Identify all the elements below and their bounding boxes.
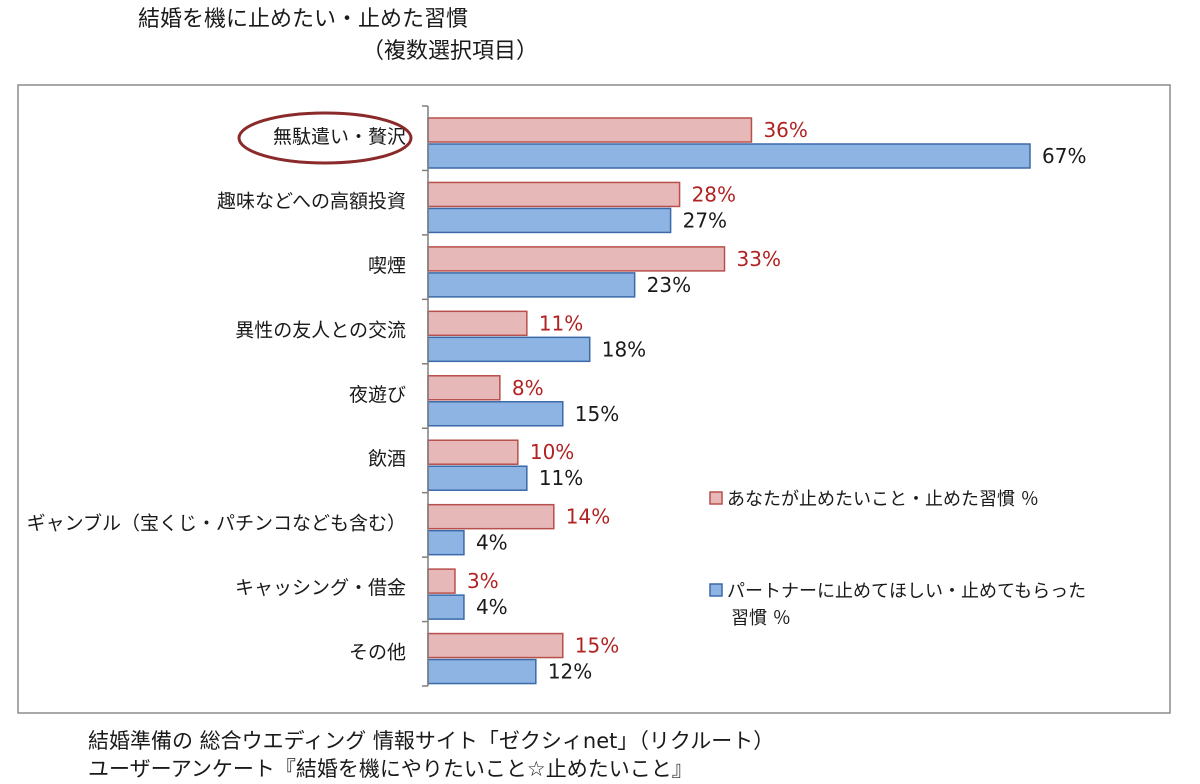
category-label: 喫煙	[368, 255, 406, 277]
category-label: その他	[349, 642, 406, 664]
bar-self	[427, 246, 726, 272]
category-label: 飲酒	[368, 448, 406, 470]
value-label-self: 3%	[467, 569, 499, 593]
bar-partner	[427, 272, 636, 298]
bar-partner	[427, 336, 591, 363]
bar-self	[427, 181, 681, 208]
bar-partner	[427, 207, 672, 234]
source-line-2: ユーザーアンケート『結婚を機にやりたいこと☆止めたいこと』	[88, 757, 693, 781]
plot-frame	[17, 84, 1171, 714]
category-label: ギャンブル（宝くじ・パチンコなども含む）	[27, 512, 406, 535]
value-label-self: 10%	[530, 440, 574, 464]
bar-partner	[427, 594, 465, 620]
chart-title: 結婚を機に止めたい・止めた習慣	[138, 7, 469, 32]
category-label: 異性の友人との交流	[235, 319, 406, 341]
chart-subtitle: （複数選択項目）	[362, 39, 539, 64]
bar-self	[427, 568, 456, 594]
value-label-partner: 67%	[1042, 144, 1086, 168]
bar-self	[427, 310, 528, 337]
bar-partner	[427, 658, 537, 685]
bar-partner	[427, 465, 528, 491]
value-label-partner: 18%	[602, 337, 646, 361]
bar-self	[427, 439, 519, 465]
value-label-self: 15%	[575, 634, 619, 658]
bar-partner	[427, 529, 465, 556]
bar-self	[427, 117, 753, 143]
bar-self	[427, 632, 564, 659]
value-label-self: 36%	[763, 118, 807, 142]
bar-partner	[427, 143, 1031, 169]
legend-label: パートナーに止めてほしい・止めてもらった習慣 ％	[727, 581, 1086, 629]
category-label: 無駄遣い・贅沢	[273, 126, 406, 148]
value-label-self: 28%	[692, 182, 736, 206]
value-label-partner: 27%	[683, 208, 727, 232]
legend-label: あなたが止めたいこと・止めた習慣 ％	[727, 489, 1039, 510]
bar-chart: 無駄遣い・贅沢趣味などへの高額投資喫煙異性の友人との交流夜遊び飲酒ギャンブル（宝…	[17, 84, 1171, 714]
value-label-partner: 4%	[476, 595, 508, 619]
category-label: 夜遊び	[349, 384, 406, 406]
value-label-self: 8%	[512, 376, 544, 400]
value-label-self: 14%	[566, 505, 610, 529]
legend-swatch	[709, 491, 723, 505]
value-label-self: 11%	[539, 311, 583, 335]
highlight-ellipse	[237, 111, 413, 165]
value-label-partner: 15%	[575, 402, 619, 426]
legend-swatch	[709, 583, 723, 597]
value-label-self: 33%	[737, 247, 781, 271]
source-line-1: 結婚準備の 総合ウエディング 情報サイト「ゼクシィnet」（リクルート）	[88, 729, 775, 753]
value-label-partner: 4%	[476, 531, 508, 555]
bar-self	[427, 503, 555, 530]
category-label: キャッシング・借金	[235, 577, 406, 599]
bar-partner	[427, 401, 564, 427]
category-label: 趣味などへの高額投資	[217, 190, 406, 212]
value-label-partner: 23%	[647, 273, 691, 297]
value-label-partner: 11%	[539, 466, 583, 490]
bar-self	[427, 375, 501, 401]
value-label-partner: 12%	[548, 660, 592, 684]
